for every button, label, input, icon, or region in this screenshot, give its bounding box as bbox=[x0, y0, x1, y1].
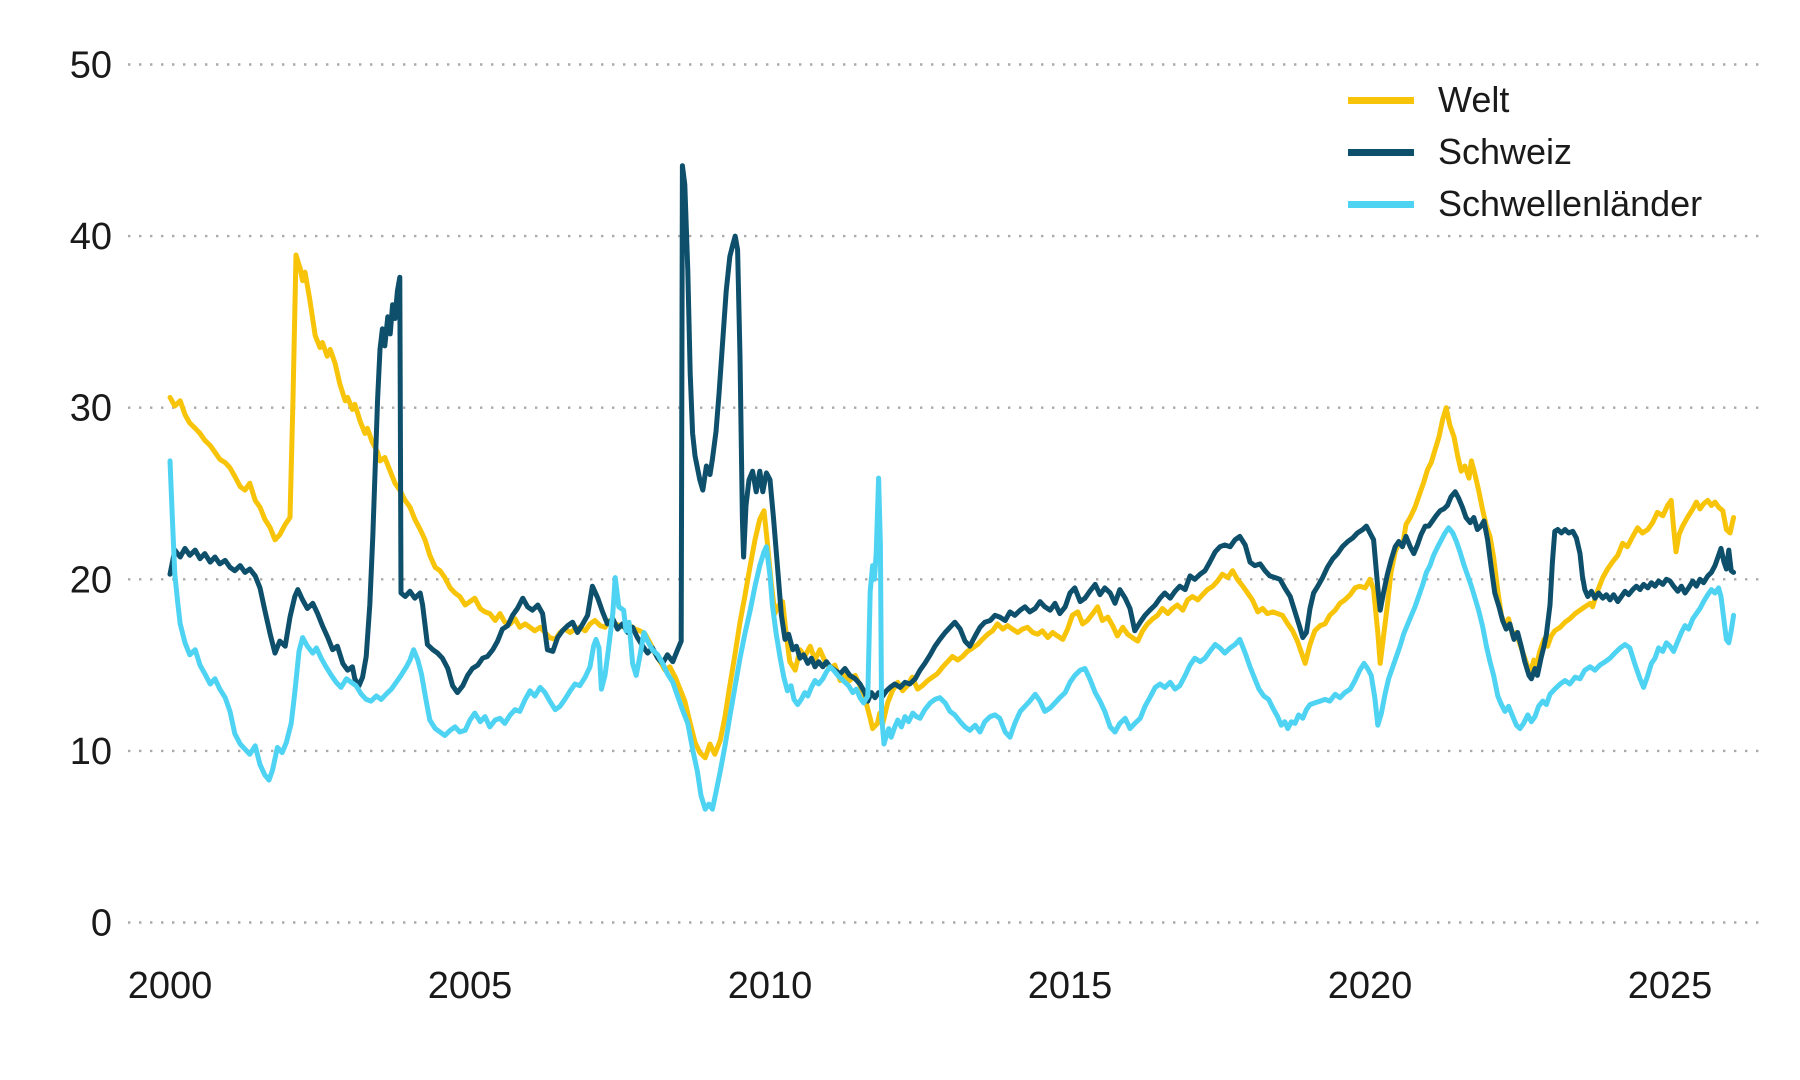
legend-item-schweiz: Schweiz bbox=[1348, 126, 1702, 178]
series-line-welt bbox=[167, 252, 1737, 761]
y-tick-label-30: 30 bbox=[70, 388, 112, 430]
x-tick-label-2025: 2025 bbox=[1628, 965, 1713, 1007]
x-tick-label-2020: 2020 bbox=[1328, 965, 1413, 1007]
y-tick-label-40: 40 bbox=[70, 216, 112, 258]
y-tick-label-20: 20 bbox=[70, 559, 112, 601]
series-line-schweiz bbox=[167, 163, 1737, 704]
legend-item-welt: Welt bbox=[1348, 74, 1702, 126]
legend-label-schweiz: Schweiz bbox=[1438, 131, 1573, 172]
legend: Welt Schweiz Schwellenländer bbox=[1348, 74, 1702, 230]
x-tick-label-2010: 2010 bbox=[728, 965, 813, 1007]
legend-swatch-schwellenlaender bbox=[1348, 200, 1414, 208]
x-tick-label-2015: 2015 bbox=[1028, 965, 1113, 1007]
x-tick-label-2000: 2000 bbox=[128, 965, 213, 1007]
y-tick-label-50: 50 bbox=[70, 45, 112, 87]
legend-swatch-schweiz bbox=[1348, 148, 1414, 156]
legend-label-schwellenlaender: Schwellenländer bbox=[1438, 183, 1703, 224]
legend-swatch-welt bbox=[1348, 96, 1414, 104]
y-tick-label-10: 10 bbox=[70, 731, 112, 773]
series-line-schwellenländer bbox=[167, 458, 1737, 812]
y-tick-label-0: 0 bbox=[91, 903, 112, 945]
legend-item-schwellenlaender: Schwellenländer bbox=[1348, 178, 1702, 230]
x-tick-label-2005: 2005 bbox=[428, 965, 513, 1007]
legend-label-welt: Welt bbox=[1438, 79, 1510, 120]
